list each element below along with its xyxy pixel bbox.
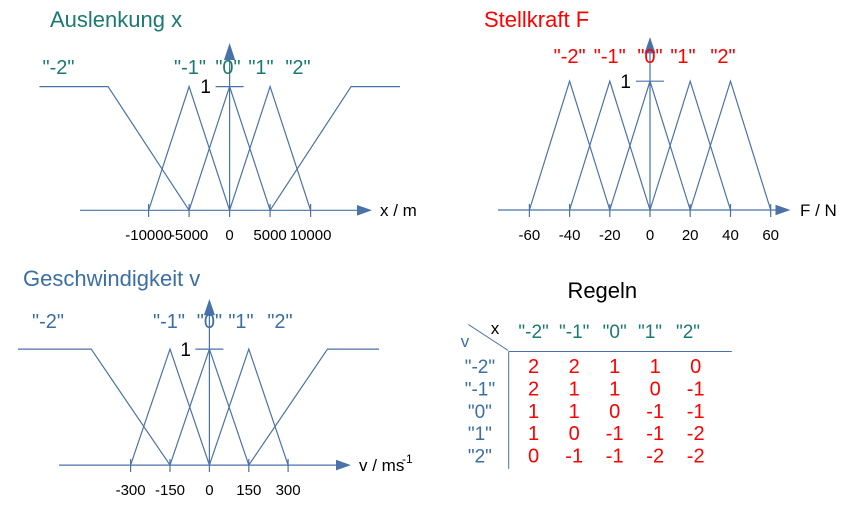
svg-text:2: 2 bbox=[569, 356, 580, 378]
svg-text:"2": "2" bbox=[710, 46, 735, 68]
svg-text:-1: -1 bbox=[687, 401, 705, 423]
svg-text:"0": "0" bbox=[637, 46, 662, 68]
svg-text:"2": "2" bbox=[267, 311, 292, 333]
svg-text:1: 1 bbox=[528, 401, 539, 423]
svg-text:"-1": "-1" bbox=[153, 311, 185, 333]
svg-text:40: 40 bbox=[722, 227, 739, 244]
svg-text:F / N: F / N bbox=[800, 201, 837, 220]
svg-text:0: 0 bbox=[528, 446, 539, 468]
svg-text:0: 0 bbox=[690, 356, 701, 378]
svg-text:2: 2 bbox=[528, 379, 539, 401]
svg-text:0: 0 bbox=[609, 401, 620, 423]
svg-text:-40: -40 bbox=[559, 227, 581, 244]
svg-text:"2": "2" bbox=[676, 322, 700, 343]
svg-text:-1: -1 bbox=[402, 452, 413, 466]
svg-text:1: 1 bbox=[569, 401, 580, 423]
svg-text:1: 1 bbox=[620, 72, 631, 93]
svg-text:"1": "1" bbox=[248, 57, 273, 79]
svg-text:"0": "0" bbox=[215, 57, 240, 79]
svg-text:"0": "0" bbox=[197, 311, 222, 333]
svg-text:300: 300 bbox=[276, 482, 301, 499]
svg-text:-300: -300 bbox=[116, 482, 146, 499]
svg-text:-5000: -5000 bbox=[170, 227, 208, 244]
svg-text:"2": "2" bbox=[468, 447, 492, 468]
svg-text:-2: -2 bbox=[646, 446, 664, 468]
svg-text:-10000: -10000 bbox=[125, 227, 172, 244]
svg-text:60: 60 bbox=[762, 227, 779, 244]
svg-text:5000: 5000 bbox=[253, 227, 286, 244]
svg-text:-20: -20 bbox=[599, 227, 621, 244]
svg-text:-2: -2 bbox=[687, 446, 705, 468]
svg-text:1: 1 bbox=[528, 423, 539, 445]
svg-text:-60: -60 bbox=[519, 227, 541, 244]
svg-text:x / m: x / m bbox=[380, 201, 417, 220]
svg-text:"-2": "-2" bbox=[43, 57, 75, 79]
svg-text:20: 20 bbox=[682, 227, 699, 244]
svg-text:"-2": "-2" bbox=[465, 357, 495, 378]
svg-text:"-2": "-2" bbox=[518, 322, 548, 343]
svg-text:"1": "1" bbox=[670, 46, 695, 68]
svg-text:-1: -1 bbox=[687, 379, 705, 401]
svg-text:v / ms: v / ms bbox=[359, 456, 404, 475]
svg-text:"2": "2" bbox=[285, 57, 310, 79]
svg-text:2: 2 bbox=[528, 356, 539, 378]
svg-text:v: v bbox=[461, 332, 470, 351]
svg-text:-1: -1 bbox=[646, 423, 664, 445]
svg-text:Regeln: Regeln bbox=[567, 278, 637, 303]
svg-text:-1: -1 bbox=[565, 446, 583, 468]
svg-text:1: 1 bbox=[180, 340, 191, 361]
svg-text:"0": "0" bbox=[603, 322, 627, 343]
svg-text:"-1": "-1" bbox=[465, 380, 495, 401]
svg-text:x: x bbox=[491, 319, 500, 338]
svg-text:-2: -2 bbox=[687, 423, 705, 445]
svg-text:1: 1 bbox=[569, 379, 580, 401]
svg-text:"1": "1" bbox=[228, 311, 253, 333]
svg-text:1: 1 bbox=[200, 77, 211, 98]
svg-text:"1": "1" bbox=[468, 424, 492, 445]
svg-text:"-2": "-2" bbox=[32, 311, 64, 333]
svg-text:"-1": "-1" bbox=[594, 46, 626, 68]
svg-text:150: 150 bbox=[236, 482, 261, 499]
svg-text:1: 1 bbox=[609, 356, 620, 378]
svg-text:"-2": "-2" bbox=[554, 46, 586, 68]
svg-text:"-1": "-1" bbox=[174, 57, 206, 79]
svg-text:-1: -1 bbox=[606, 423, 624, 445]
svg-text:"-1": "-1" bbox=[559, 322, 589, 343]
svg-text:"1": "1" bbox=[638, 322, 662, 343]
svg-text:-150: -150 bbox=[155, 482, 185, 499]
svg-text:0: 0 bbox=[569, 423, 580, 445]
svg-text:0: 0 bbox=[205, 482, 213, 499]
svg-text:0: 0 bbox=[225, 227, 233, 244]
svg-text:"0": "0" bbox=[468, 402, 492, 423]
svg-text:0: 0 bbox=[650, 379, 661, 401]
svg-text:1: 1 bbox=[609, 379, 620, 401]
svg-text:-1: -1 bbox=[606, 446, 624, 468]
svg-text:-1: -1 bbox=[646, 401, 664, 423]
svg-text:1: 1 bbox=[650, 356, 661, 378]
svg-text:0: 0 bbox=[646, 227, 654, 244]
svg-text:10000: 10000 bbox=[290, 227, 332, 244]
